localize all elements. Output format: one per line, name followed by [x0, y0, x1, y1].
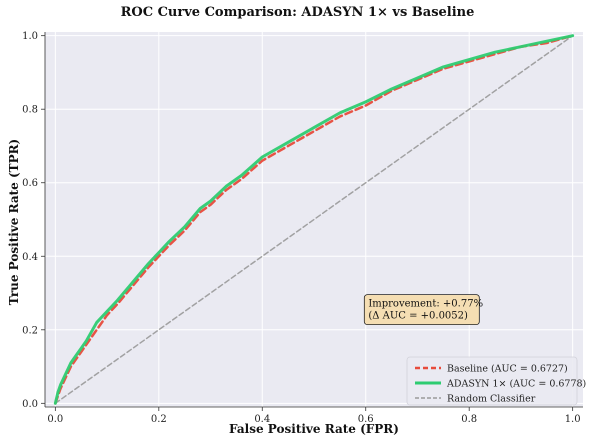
grid [45, 32, 583, 407]
y-tick-label: 0.6 [22, 178, 38, 189]
legend-item-adasyn-label: ADASYN 1× (AUC = 0.6778) [446, 379, 586, 390]
legend: Baseline (AUC = 0.6727) ADASYN 1× (AUC = … [406, 356, 586, 406]
y-tick-label: 0.8 [22, 105, 38, 116]
y-tick-label: 0.0 [22, 399, 38, 410]
y-tick-label: 1.0 [22, 31, 38, 42]
x-tick-label: 0.6 [358, 414, 374, 425]
adasyn-series-line [53, 34, 575, 405]
x-tick-label: 0.4 [254, 414, 270, 425]
legend-box [406, 356, 578, 406]
annotation-line-2: (Δ AUC = +0.0052) [368, 311, 468, 322]
x-tick-label: 0.2 [151, 414, 167, 425]
y-tick-label: 0.4 [22, 252, 38, 263]
chart-title: ROC Curve Comparison: ADASYN 1× vs Basel… [120, 5, 475, 20]
improvement-annotation: Improvement: +0.77%(Δ AUC = +0.0052) [363, 294, 483, 326]
x-tick-label: 1.0 [565, 414, 581, 425]
legend-item-baseline-label: Baseline (AUC = 0.6727) [447, 364, 568, 375]
annotation-box [363, 294, 480, 326]
y-axis-label: True Positive Rate (TPR) [7, 138, 21, 306]
legend-item-random-label: Random Classifier [447, 394, 536, 405]
random-classifier-line [54, 34, 574, 405]
series-layer [53, 34, 575, 405]
axes: 0.0 0.2 0.4 0.6 0.8 1.0 0.0 0.2 0.4 0.6 0.8 1.0 [22, 31, 583, 425]
annotation-line-1: Improvement: +0.77% [368, 299, 483, 310]
baseline-series-line [54, 34, 574, 405]
x-tick-label: 0.0 [47, 414, 63, 425]
x-axis-label: False Positive Rate (FPR) [229, 422, 399, 436]
y-tick-label: 0.2 [22, 325, 38, 336]
x-tick-label: 0.8 [461, 414, 477, 425]
